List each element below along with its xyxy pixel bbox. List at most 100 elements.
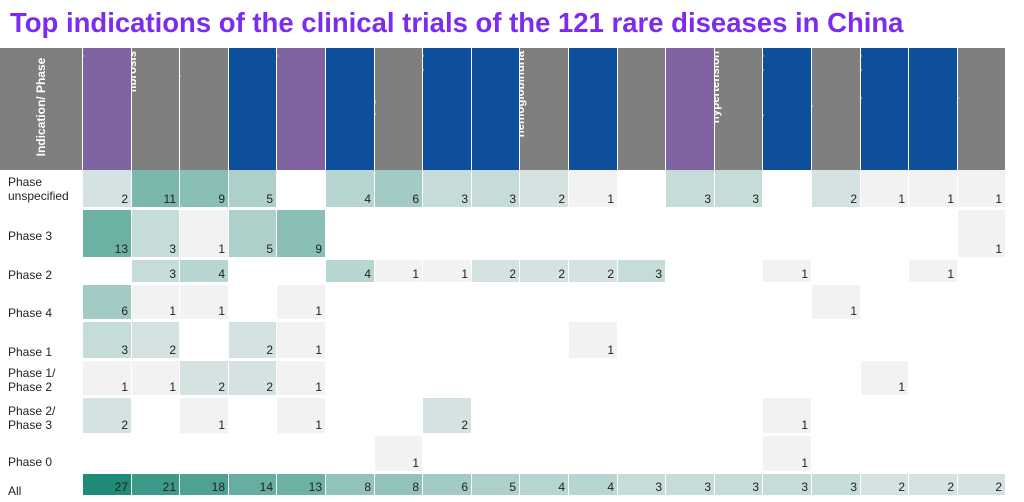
- table-cell: 2: [229, 322, 277, 359]
- column-header-label: Duchennedystrophy: [861, 51, 873, 169]
- table-cell: 3: [666, 474, 715, 496]
- table-cell: 3: [715, 474, 763, 496]
- table-cell: 1: [277, 361, 326, 396]
- table-cell: 8: [375, 474, 423, 496]
- table-cell: 1: [277, 285, 326, 320]
- column-header: Idiopathicpulmonary arterialhypertension: [715, 48, 763, 170]
- column-header-label: Idiopathicpulmonary arterialhypertension: [715, 51, 721, 124]
- column-header-label: Tuberoussclerosis: [472, 51, 484, 169]
- column-header: Neuromyelitisoptica: [180, 48, 229, 170]
- table-cell: 1: [861, 170, 909, 208]
- row-label: Phase 2/ Phase 3: [8, 404, 56, 432]
- column-header: Spinal muscularatrophy: [423, 48, 472, 170]
- column-header: Hemophilia: [666, 48, 715, 170]
- table-cell: 1: [763, 398, 812, 434]
- table-cell: 3: [618, 260, 666, 283]
- column-header: Duchennedystrophy: [861, 48, 909, 170]
- table-cell: 3: [812, 474, 861, 496]
- table-cell: 2: [520, 260, 569, 283]
- table-cell: 3: [715, 170, 763, 208]
- table-cell: 2: [83, 398, 132, 434]
- row-label: All: [8, 484, 22, 498]
- column-header-label: Paroxysmalnocturnalhemoglobinuria: [520, 51, 527, 138]
- table-cell: 4: [520, 474, 569, 496]
- row-label: Phase unspecified: [8, 175, 69, 203]
- table-cell: 1: [861, 361, 909, 396]
- row-label: Phase 1: [8, 345, 53, 359]
- table-cell: 1: [958, 210, 1006, 258]
- column-header: Factor VIIIdeficiency: [83, 48, 132, 170]
- table-cell: 3: [666, 170, 715, 208]
- column-header-label: Idiopathicpulmonaryfibrosis: [132, 51, 138, 93]
- table-cell: 2: [180, 361, 229, 396]
- row-label: Phase 3: [8, 229, 53, 243]
- table-cell: 5: [229, 210, 277, 258]
- column-header-label: Prader-Willisyndrome: [958, 51, 970, 169]
- table-cell: 3: [423, 170, 472, 208]
- row-label: Phase 1/ Phase 2: [8, 366, 56, 394]
- table-cell: 3: [618, 474, 666, 496]
- column-header: Castlemansdisease: [618, 48, 666, 170]
- table-cell: 1: [569, 170, 618, 208]
- table-cell: 5: [472, 474, 520, 496]
- table-cell: 4: [569, 474, 618, 496]
- table-cell: 27: [83, 474, 132, 496]
- column-header: Lebers hereditaryoptic atrophy: [763, 48, 812, 170]
- column-header: Tuberoussclerosis: [472, 48, 520, 170]
- column-header: Factor IXdeficiency: [277, 48, 326, 170]
- column-header-label: Hemophilia: [666, 51, 678, 169]
- table-cell: 1: [83, 361, 132, 396]
- column-header-label: Lebers hereditaryoptic atrophy: [763, 51, 775, 169]
- column-header: Retinitispigmentosa: [375, 48, 423, 170]
- column-header-label: Castlemansdisease: [618, 51, 630, 169]
- table-cell: 18: [180, 474, 229, 496]
- chart-title: Top indications of the clinical trials o…: [10, 7, 904, 38]
- table-cell: 9: [277, 210, 326, 258]
- table-cell: 11: [132, 170, 180, 208]
- table-cell: 2: [569, 260, 618, 283]
- table-cell: 1: [132, 285, 180, 320]
- table-cell: 1: [909, 260, 958, 283]
- table-cell: 6: [83, 285, 132, 320]
- table-cell: 2: [229, 361, 277, 396]
- column-header: Paroxysmalnocturnalhemoglobinuria: [520, 48, 569, 170]
- column-header: Spinocerebellarataxia: [569, 48, 618, 170]
- table-cell: 1: [909, 170, 958, 208]
- table-cell: 9: [180, 170, 229, 208]
- table-cell: 1: [423, 260, 472, 283]
- table-cell: 2: [812, 170, 861, 208]
- table-cell: 1: [763, 260, 812, 283]
- table-cell: 1: [132, 361, 180, 396]
- table-cell: 2: [423, 398, 472, 434]
- table-cell: 1: [180, 398, 229, 434]
- table-cell: 1: [180, 210, 229, 258]
- table-cell: 2: [861, 474, 909, 496]
- table-cell: 21: [132, 474, 180, 496]
- table-cell: 2: [83, 170, 132, 208]
- table-cell: 3: [83, 322, 132, 359]
- column-header-label: POEMS syndrome: [909, 51, 921, 169]
- column-header-label: Factor IXdeficiency: [277, 51, 289, 169]
- table-cell: 2: [958, 474, 1006, 496]
- table-cell: 3: [132, 260, 180, 283]
- table-cell: 1: [375, 436, 423, 472]
- table-cell: 4: [180, 260, 229, 283]
- table-cell: 2: [520, 170, 569, 208]
- column-header: Prader-Willisyndrome: [958, 48, 1006, 170]
- table-cell: 6: [375, 170, 423, 208]
- corner-header-label: Indication/ Phase: [34, 57, 48, 157]
- row-label: Phase 0: [8, 455, 53, 469]
- table-cell: 3: [132, 210, 180, 258]
- table-cell: 2: [909, 474, 958, 496]
- column-header-label: Factor VIIIdeficiency: [83, 51, 95, 169]
- table-cell: 3: [472, 170, 520, 208]
- table-cell: 1: [569, 322, 618, 359]
- table-cell: 1: [277, 322, 326, 359]
- table-cell: 13: [83, 210, 132, 258]
- table-cell: 4: [326, 170, 375, 208]
- table-cell: 1: [812, 285, 861, 320]
- column-header: Idiopathicpulmonaryfibrosis: [132, 48, 180, 170]
- column-header-label: Retinitispigmentosa: [375, 51, 387, 169]
- table-cell: 1: [763, 436, 812, 472]
- column-header-label: Motor neuronedisease: [326, 51, 338, 169]
